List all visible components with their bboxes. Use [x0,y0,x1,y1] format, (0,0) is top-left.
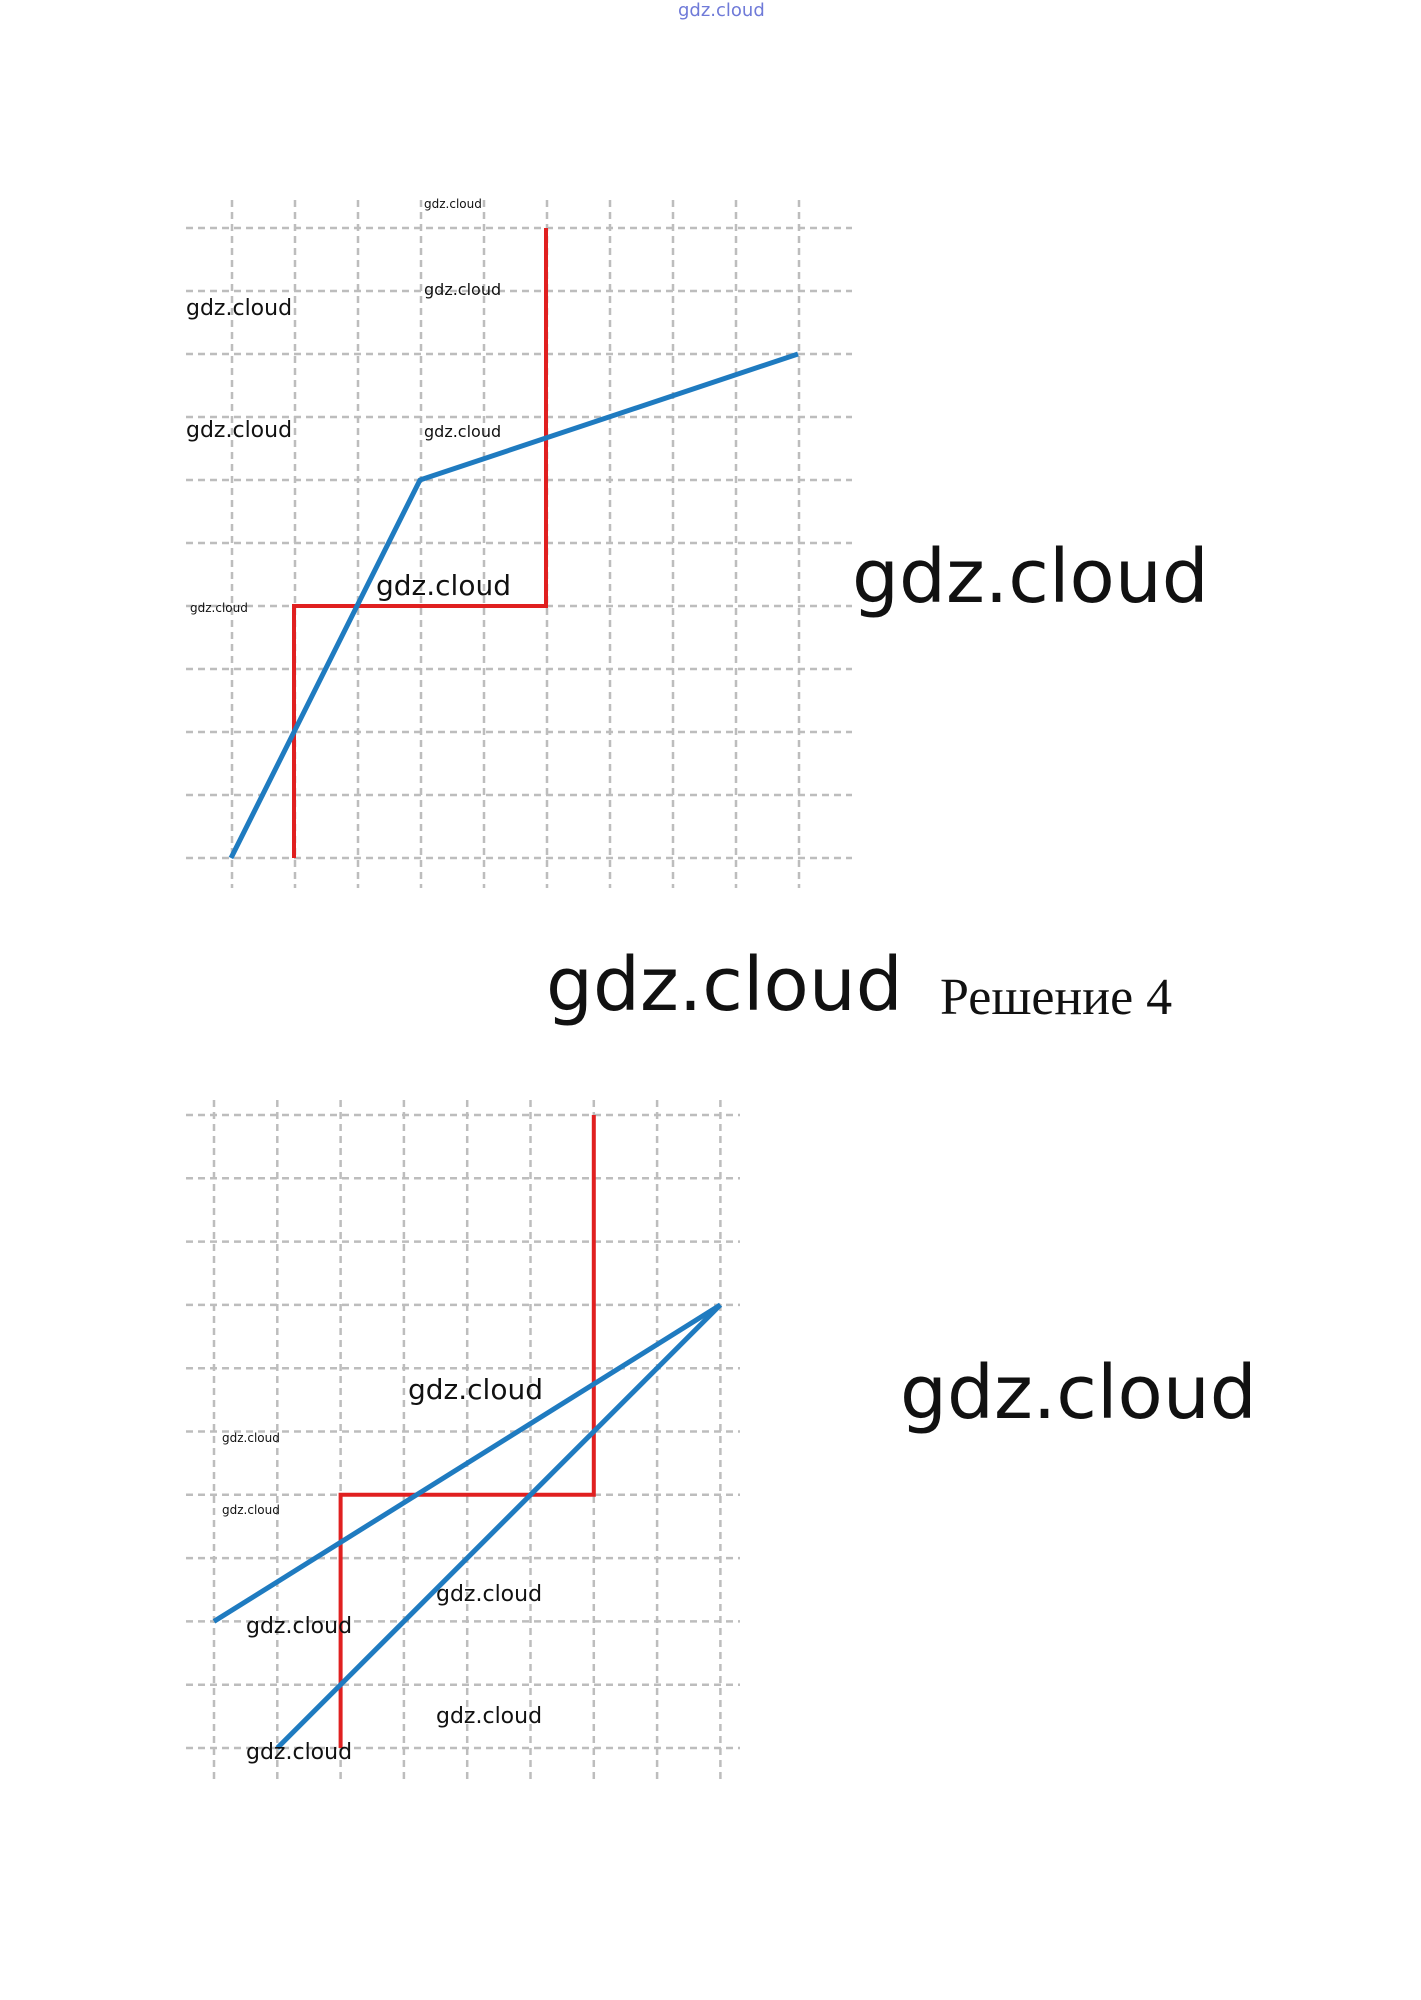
watermark: gdz.cloud [408,1373,543,1406]
watermark: gdz.cloud [190,601,248,615]
watermark-large: gdz.cloud [900,1350,1257,1436]
watermark: gdz.cloud [424,422,502,441]
blue-line-top [228,351,799,860]
watermark: gdz.cloud [186,296,293,321]
watermark: gdz.cloud [424,280,502,299]
watermark: gdz.cloud [222,1503,280,1517]
watermark: gdz.cloud [436,1704,543,1729]
solution-heading: Решение 4 [940,969,1173,1026]
watermark: gdz.cloud [424,197,482,211]
watermark: gdz.cloud [436,1582,543,1607]
watermark: gdz.cloud [246,1614,353,1639]
red-line-bottom [338,1115,596,1748]
watermark: gdz.cloud [246,1740,353,1765]
grid-top [186,200,852,888]
blue-line-bottom-1 [212,1302,722,1624]
watermark: gdz.cloud [376,569,511,602]
blue-line-bottom-2 [275,1303,723,1750]
watermark-top: gdz.cloud [678,0,765,21]
watermark: gdz.cloud [222,1431,280,1445]
watermark-large: gdz.cloud [852,534,1209,620]
watermark: gdz.cloud [186,418,293,443]
watermark-large: gdz.cloud [546,942,903,1028]
